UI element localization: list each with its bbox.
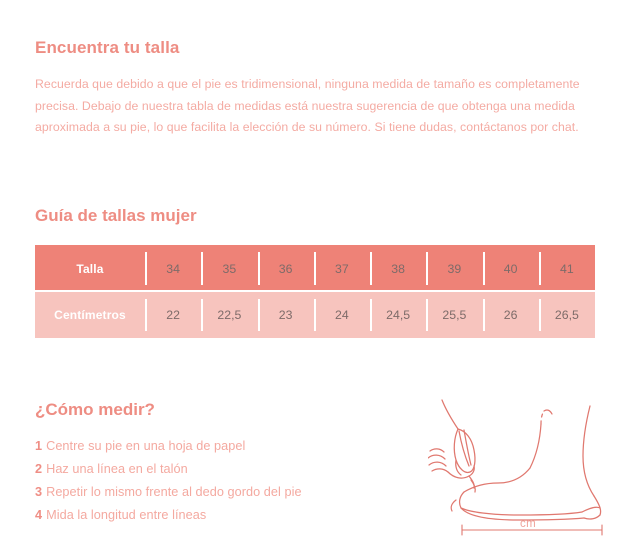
list-item: 4 Mida la longitud entre líneas bbox=[35, 504, 435, 527]
size-table: Talla 34 35 36 37 38 39 40 41 Centímetro… bbox=[35, 245, 596, 339]
intro-paragraph: Recuerda que debido a que el pie es trid… bbox=[35, 77, 580, 135]
size-table-section: Guía de tallas mujer Talla 34 35 36 37 3… bbox=[35, 206, 601, 339]
table-cell: 37 bbox=[313, 245, 370, 293]
step-text: Repetir lo mismo frente al dedo gordo de… bbox=[46, 485, 302, 500]
step-number: 4 bbox=[35, 508, 43, 523]
table-cell: 26 bbox=[482, 290, 540, 339]
table-cell: 24 bbox=[313, 290, 371, 339]
table-row: Talla 34 35 36 37 38 39 40 41 bbox=[35, 245, 595, 293]
table-cell: 26,5 bbox=[538, 290, 596, 339]
list-item: 2 Haz una línea en el talón bbox=[35, 458, 435, 481]
table-cell: 23 bbox=[257, 290, 315, 339]
measurement-unit-label: cm bbox=[520, 518, 536, 530]
step-number: 3 bbox=[35, 485, 43, 500]
table-row-label: Centímetros bbox=[35, 290, 145, 339]
list-item: 1 Centre su pie en una hoja de papel bbox=[35, 435, 435, 458]
table-cell: 41 bbox=[538, 245, 595, 293]
table-cell: 24,5 bbox=[370, 290, 427, 339]
step-text: Centre su pie en una hoja de papel bbox=[46, 439, 246, 454]
measure-steps-list: 1 Centre su pie en una hoja de papel 2 Haz… bbox=[35, 435, 435, 527]
how-to-measure-title: ¿Cómo medir? bbox=[35, 400, 155, 419]
page-title: Encuentra tu talla bbox=[35, 38, 180, 57]
table-row-label: Talla bbox=[35, 245, 145, 293]
table-cell: 38 bbox=[370, 245, 427, 293]
foot-diagram-icon bbox=[428, 399, 603, 536]
table-cell: 22 bbox=[145, 290, 202, 339]
step-number: 1 bbox=[35, 439, 43, 454]
table-cell: 22,5 bbox=[201, 290, 258, 339]
step-number: 2 bbox=[35, 462, 43, 477]
how-to-measure-section: ¿Cómo medir? 1 Centre su pie en una hoja … bbox=[35, 400, 435, 527]
table-cell: 34 bbox=[145, 245, 202, 293]
table-cell: 39 bbox=[426, 245, 483, 293]
table-cell: 25,5 bbox=[426, 290, 483, 339]
table-row: Centímetros 22 22,5 23 24 24,5 25,5 26 2… bbox=[35, 290, 596, 339]
table-cell: 35 bbox=[201, 245, 258, 293]
foot-measurement-illustration: cm bbox=[428, 396, 628, 546]
table-cell: 40 bbox=[482, 245, 539, 293]
list-item: 3 Repetir lo mismo frente al dedo gordo d… bbox=[35, 481, 435, 504]
step-text: Mida la longitud entre líneas bbox=[46, 508, 207, 523]
table-cell: 36 bbox=[257, 245, 314, 293]
size-table-title: Guía de tallas mujer bbox=[35, 206, 197, 225]
intro-section: Encuentra tu talla Recuerda que debido a… bbox=[35, 38, 601, 139]
step-text: Haz una línea en el talón bbox=[46, 462, 188, 477]
